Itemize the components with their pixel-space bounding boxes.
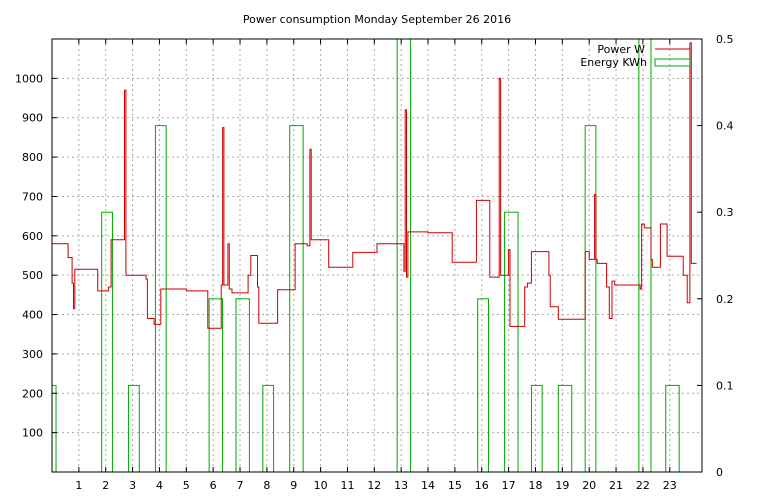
x-tick-label: 6 — [210, 479, 217, 492]
y-tick-label: 100 — [22, 427, 43, 440]
y-tick-label: 300 — [22, 348, 43, 361]
y2-tick-label: 0.3 — [716, 206, 734, 219]
y2-tick-label: 0 — [716, 466, 723, 479]
energy-bar — [477, 298, 489, 473]
x-tick-label: 4 — [156, 479, 163, 492]
energy-bar — [584, 125, 597, 473]
x-tick-label: 23 — [663, 479, 677, 492]
y2-tick-label: 0.2 — [716, 293, 734, 306]
power-series — [52, 42, 697, 329]
x-tick-label: 16 — [475, 479, 489, 492]
x-tick-label: 10 — [314, 479, 328, 492]
y-tick-label: 800 — [22, 151, 43, 164]
x-tick-label: 19 — [555, 479, 569, 492]
energy-bar — [665, 384, 680, 473]
energy-bar — [262, 384, 275, 473]
x-tick-label: 17 — [502, 479, 516, 492]
y-tick-label: 600 — [22, 230, 43, 243]
x-tick-label: 11 — [340, 479, 354, 492]
x-tick-label: 5 — [183, 479, 190, 492]
x-tick-label: 9 — [290, 479, 297, 492]
x-tick-label: 13 — [394, 479, 408, 492]
grid-lines — [52, 39, 702, 472]
x-tick-label: 12 — [367, 479, 381, 492]
legend-swatch-energy — [654, 58, 691, 67]
legend: Power W Energy KWh — [580, 43, 691, 69]
y2-tick-label: 0.1 — [716, 379, 734, 392]
x-tick-label: 18 — [528, 479, 542, 492]
power-line — [52, 42, 697, 329]
axis-ticks: 1 2 3 4 5 6 7 8 9 10 11 12 13 14 15 16 17 18 19 20 21 22 23100… — [15, 33, 734, 492]
energy-bar — [128, 384, 140, 473]
x-tick-label: 20 — [582, 479, 596, 492]
y-tick-label: 500 — [22, 269, 43, 282]
energy-bar — [289, 125, 304, 473]
y-tick-label: 900 — [22, 112, 43, 125]
x-tick-label: 1 — [75, 479, 82, 492]
legend-label-energy: Energy KWh — [580, 56, 647, 69]
energy-bar — [504, 211, 519, 473]
y2-tick-label: 0.5 — [716, 33, 734, 46]
y-tick-label: 400 — [22, 309, 43, 322]
x-tick-label: 22 — [636, 479, 650, 492]
y-tick-label: 200 — [22, 387, 43, 400]
plot-area-border — [51, 38, 703, 473]
energy-bar — [557, 384, 573, 473]
energy-bar — [235, 298, 250, 473]
energy-bar — [51, 384, 57, 473]
y2-tick-label: 0.4 — [716, 120, 734, 133]
x-tick-label: 3 — [129, 479, 136, 492]
legend-label-power: Power W — [597, 43, 645, 56]
x-tick-label: 8 — [263, 479, 270, 492]
energy-bar — [208, 298, 224, 473]
energy-bar — [530, 384, 543, 473]
x-tick-label: 21 — [609, 479, 623, 492]
x-tick-label: 2 — [102, 479, 109, 492]
x-tick-label: 7 — [237, 479, 244, 492]
chart-title: Power consumption Monday September 26 20… — [243, 13, 511, 26]
y-tick-label: 700 — [22, 190, 43, 203]
y-tick-label: 1000 — [15, 72, 43, 85]
x-tick-label: 14 — [421, 479, 435, 492]
x-tick-label: 15 — [448, 479, 462, 492]
energy-bar — [638, 38, 652, 473]
